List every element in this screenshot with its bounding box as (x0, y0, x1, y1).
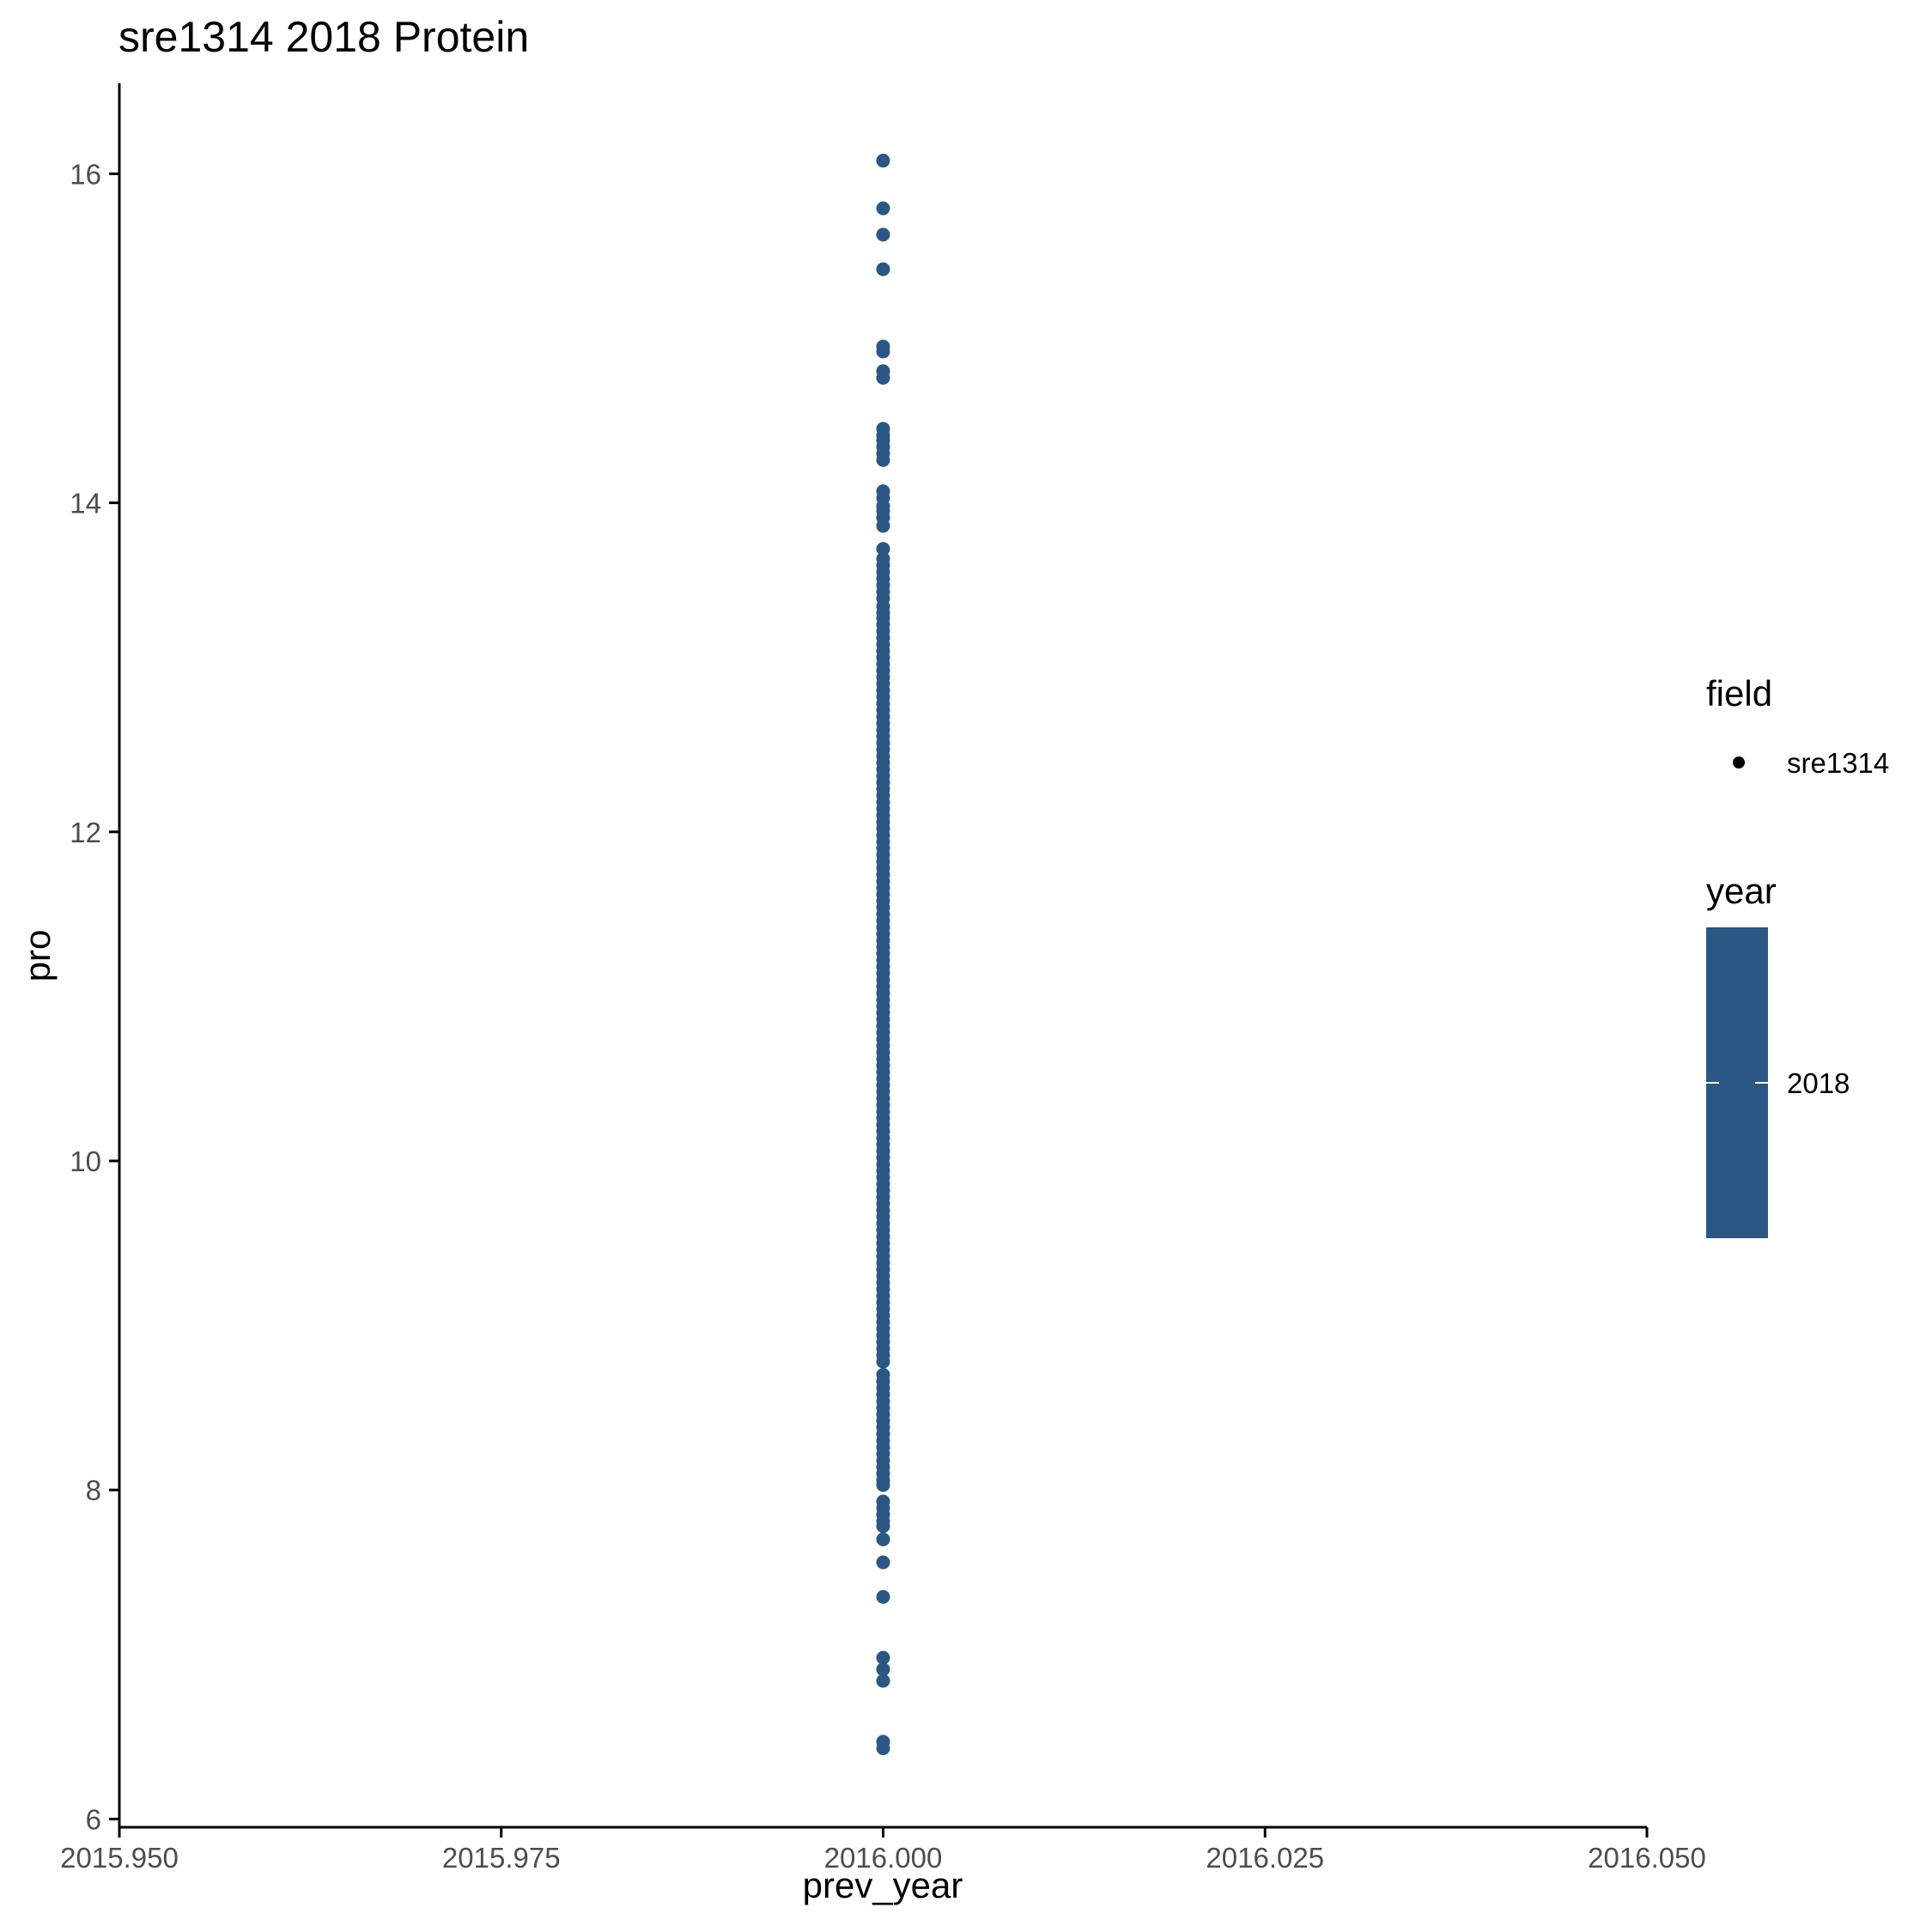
y-tick-label: 6 (86, 1803, 101, 1835)
data-point (876, 1354, 890, 1369)
chart-title: sre1314 2018 Protein (118, 13, 529, 61)
legend-field-title: field (1706, 673, 1772, 714)
x-tick-label: 2015.975 (442, 1842, 561, 1874)
data-point (876, 453, 890, 467)
data-point (876, 1741, 890, 1756)
y-tick-label: 14 (70, 488, 101, 519)
data-point (876, 344, 890, 359)
data-point (876, 1532, 890, 1546)
data-point (876, 154, 890, 168)
data-point (876, 1650, 890, 1665)
y-tick-label: 12 (70, 817, 101, 848)
data-point (876, 1674, 890, 1688)
data-point (876, 519, 890, 533)
data-point (876, 262, 890, 276)
legend: field sre1314 year 2018 (1706, 673, 1889, 1238)
legend-field-item-label: sre1314 (1787, 747, 1889, 779)
legend-year-item-label: 2018 (1787, 1067, 1850, 1099)
data-points (876, 154, 890, 1756)
x-axis-title: prev_year (803, 1865, 963, 1905)
y-axis-ticks: 6 8 10 12 14 16 (70, 158, 119, 1835)
legend-year-title: year (1706, 871, 1777, 911)
data-point (876, 542, 890, 556)
data-point (876, 1555, 890, 1570)
x-axis-ticks: 2015.950 2015.975 2016.000 2016.025 2016.050 (60, 1827, 1706, 1874)
data-point (876, 1519, 890, 1534)
data-point (876, 370, 890, 385)
data-point (876, 228, 890, 242)
x-tick-label: 2016.000 (824, 1842, 943, 1874)
x-tick-label: 2015.950 (60, 1842, 179, 1874)
data-point (876, 201, 890, 216)
data-point (876, 1589, 890, 1604)
legend-field-point-icon (1733, 756, 1745, 769)
y-tick-label: 8 (86, 1474, 101, 1506)
x-tick-label: 2016.050 (1588, 1842, 1706, 1874)
x-tick-label: 2016.025 (1206, 1842, 1324, 1874)
data-point (876, 1662, 890, 1677)
y-axis-title: pro (17, 930, 58, 982)
data-point (876, 1478, 890, 1492)
y-tick-label: 10 (70, 1145, 101, 1177)
y-tick-label: 16 (70, 158, 101, 190)
